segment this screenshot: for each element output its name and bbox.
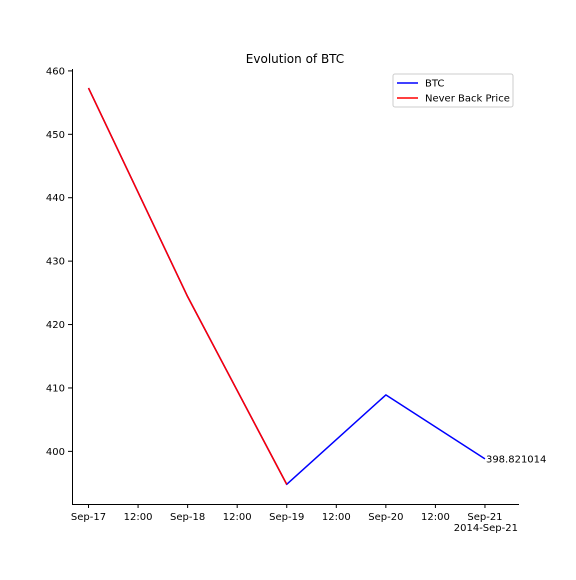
y-tick-label: 400 [46,447,65,458]
y-tick-label: 460 [46,66,65,77]
x-tick-label: Sep-20 [368,512,403,523]
x-tick-label: 12:00 [421,512,450,523]
legend-label-btc: BTC [425,79,444,90]
x-tick-label: 12:00 [322,512,351,523]
legend: BTC Never Back Price [393,74,513,107]
y-tick-label: 420 [46,320,65,331]
last-value-annotation: 398.821014 [486,454,546,465]
x-tick-label: Sep-18 [170,512,205,523]
x-tick-label: 12:00 [124,512,153,523]
y-tick-label: 450 [46,130,65,141]
y-tick-label: 440 [46,193,65,204]
x-tick-label: Sep-17 [71,512,106,523]
x-tick-label: Sep-21 [467,512,502,523]
x-tick-label: 12:00 [223,512,252,523]
y-tick-label: 430 [46,257,65,268]
x-axis-offset-label: 2014-Sep-21 [454,523,518,534]
x-tick-label: Sep-19 [269,512,304,523]
chart-title: Evolution of BTC [246,52,344,66]
y-tick-label: 410 [46,383,65,394]
annotations: 398.821014 [486,454,546,465]
legend-label-never-back-price: Never Back Price [425,94,510,105]
